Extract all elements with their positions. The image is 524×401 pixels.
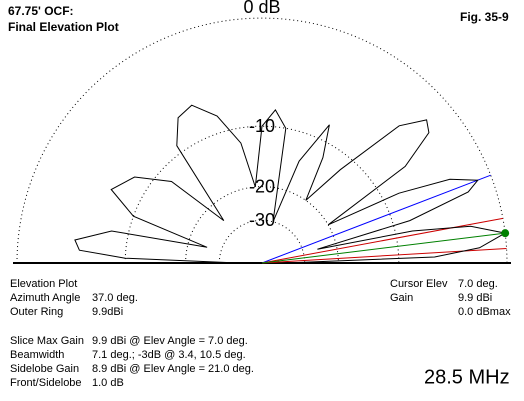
angle-marker	[261, 217, 503, 264]
info-value: 8.9 dBi @ Elev Angle = 21.0 deg.	[92, 363, 254, 375]
title-line: 67.75' OCF:	[8, 4, 74, 18]
pattern	[74, 104, 507, 264]
ring	[185, 186, 339, 264]
info-value: 9.9 dBi @ Elev Angle = 7.0 deg.	[92, 335, 248, 347]
info-value: 9.9 dBi	[458, 292, 492, 304]
info-label: Front/Sidelobe	[10, 377, 82, 389]
info-value: 1.0 dB	[92, 377, 124, 389]
info-label: Gain	[390, 292, 413, 304]
info-value: 7.1 deg.; -3dB @ 3.4, 10.5 deg.	[92, 349, 246, 361]
info-value: 0.0 dBmax	[458, 306, 511, 318]
info-label: Outer Ring	[10, 306, 63, 318]
info-value: 37.0 deg.	[92, 292, 138, 304]
info-label: Slice Max Gain	[10, 335, 84, 347]
title-line: Final Elevation Plot	[8, 20, 119, 34]
info-label: Elevation Plot	[10, 278, 77, 290]
info-value: 9.9dBi	[92, 306, 123, 318]
ring	[16, 17, 508, 264]
info-label: Beamwidth	[10, 349, 64, 361]
angle-marker	[261, 174, 491, 264]
info-label: Sidelobe Gain	[10, 363, 79, 375]
info-value: 7.0 deg.	[458, 278, 498, 290]
angle-marker	[261, 232, 506, 264]
ring-label: -30	[249, 210, 275, 230]
figure-label: Fig. 35-9	[460, 10, 509, 24]
info-label: Cursor Elev	[390, 278, 448, 290]
ring-label: 0 dB	[243, 0, 280, 17]
frequency: 28.5 MHz	[424, 366, 510, 388]
cursor-dot	[501, 229, 510, 238]
info-label: Azimuth Angle	[10, 292, 80, 304]
